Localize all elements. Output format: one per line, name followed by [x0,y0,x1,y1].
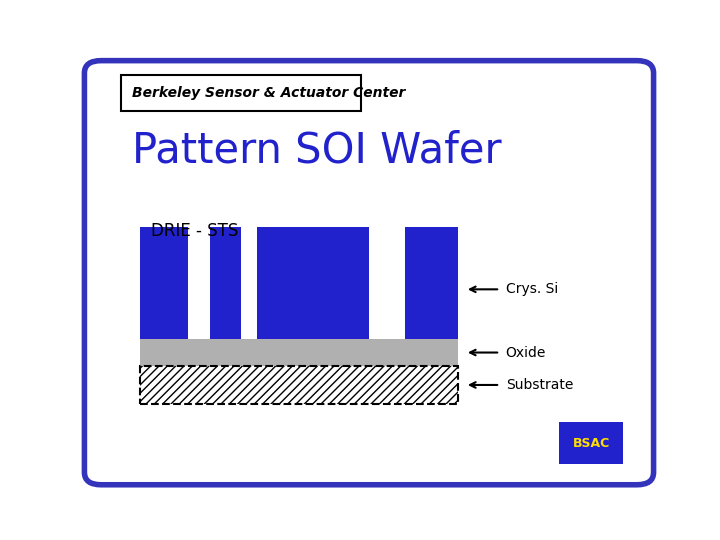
FancyBboxPatch shape [84,60,654,485]
Text: Crys. Si: Crys. Si [505,282,558,296]
Bar [140,366,458,404]
Bar [140,339,458,366]
Bar [258,227,369,339]
Text: Oxide: Oxide [505,346,546,360]
Bar [405,227,458,339]
Text: Substrate: Substrate [505,378,573,392]
Bar [210,227,240,339]
Bar [559,422,623,464]
Text: Pattern SOI Wafer: Pattern SOI Wafer [132,129,501,171]
Text: Berkeley Sensor & Actuator Center: Berkeley Sensor & Actuator Center [132,86,405,100]
FancyBboxPatch shape [121,75,361,111]
Bar [140,227,188,339]
Text: DRIE - STS: DRIE - STS [151,222,239,240]
Text: BSAC: BSAC [572,437,610,450]
